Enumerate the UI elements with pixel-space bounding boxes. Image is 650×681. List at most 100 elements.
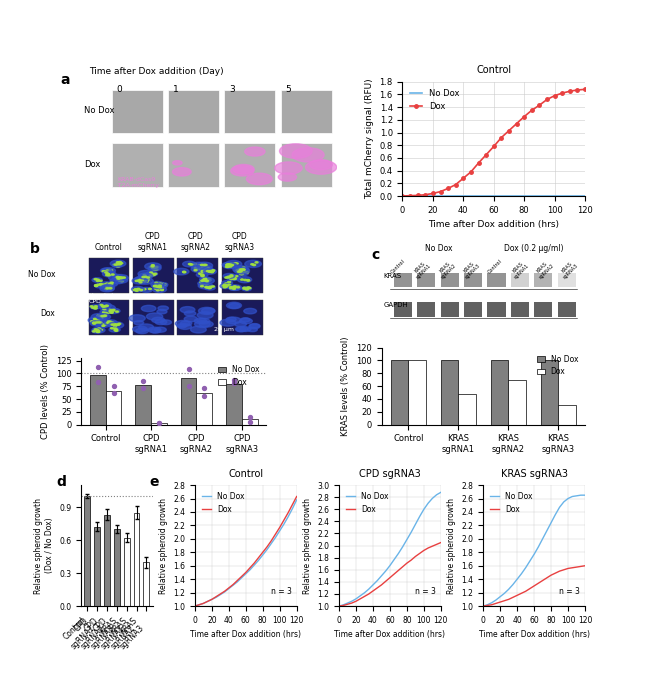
Point (244, 417, 255, 428)
Circle shape (148, 327, 161, 333)
Dox (339, 601, 347, 609)
Legend: No Dox, Dox: No Dox, Dox (215, 362, 263, 390)
Circle shape (179, 324, 192, 330)
Circle shape (98, 328, 100, 330)
Dox (361, 592, 369, 601)
No Dox (556, 503, 564, 511)
Dox (255, 554, 263, 562)
Circle shape (205, 269, 208, 270)
Bar (90, 375, 105, 424)
No Dox (267, 539, 275, 548)
Circle shape (101, 315, 104, 317)
Circle shape (108, 308, 120, 313)
Point (199, 383, 209, 394)
Dox (526, 584, 534, 592)
Dox (267, 537, 275, 545)
Circle shape (107, 270, 110, 272)
Circle shape (229, 304, 240, 308)
Circle shape (107, 321, 110, 322)
Y-axis label: KRAS levels (% Control): KRAS levels (% Control) (341, 336, 350, 436)
Circle shape (205, 270, 208, 271)
Circle shape (202, 283, 205, 284)
Circle shape (97, 331, 99, 332)
Circle shape (105, 323, 108, 324)
Circle shape (188, 264, 191, 265)
Circle shape (94, 307, 98, 308)
Circle shape (116, 264, 118, 266)
Circle shape (140, 289, 142, 291)
Circle shape (233, 164, 254, 174)
Circle shape (109, 284, 112, 285)
Circle shape (102, 325, 105, 326)
Dox (259, 548, 266, 556)
Circle shape (151, 281, 164, 287)
Dox (560, 566, 567, 574)
Circle shape (155, 266, 158, 268)
Circle shape (200, 321, 213, 327)
Text: d: d (57, 475, 66, 490)
Circle shape (101, 285, 104, 286)
Circle shape (280, 144, 312, 159)
Circle shape (238, 268, 241, 270)
Circle shape (196, 268, 198, 269)
Circle shape (116, 262, 119, 263)
Circle shape (114, 264, 117, 265)
Circle shape (198, 265, 201, 266)
Dox (573, 563, 580, 571)
No Dox (348, 597, 356, 605)
Circle shape (88, 317, 103, 323)
Circle shape (240, 272, 243, 274)
Circle shape (230, 274, 233, 276)
No Dox (479, 602, 487, 610)
Circle shape (198, 266, 213, 272)
No Dox (208, 595, 216, 603)
FancyBboxPatch shape (534, 302, 552, 317)
Circle shape (120, 277, 123, 279)
Circle shape (205, 279, 209, 280)
No Dox (428, 494, 436, 503)
Point (138, 382, 148, 393)
Circle shape (204, 280, 207, 281)
Circle shape (207, 287, 210, 288)
Circle shape (229, 285, 242, 290)
Title: CPD sgRNA3: CPD sgRNA3 (359, 469, 421, 479)
Point (183, 380, 194, 391)
Circle shape (131, 287, 144, 292)
Circle shape (96, 321, 99, 322)
Dox (444, 185, 452, 193)
Circle shape (194, 267, 197, 268)
FancyBboxPatch shape (177, 300, 218, 334)
Dox (509, 593, 517, 601)
Circle shape (103, 271, 116, 277)
Circle shape (207, 286, 211, 287)
FancyBboxPatch shape (133, 300, 174, 334)
Circle shape (153, 287, 166, 292)
FancyBboxPatch shape (558, 302, 576, 317)
Circle shape (154, 327, 166, 332)
Circle shape (198, 307, 215, 315)
Dox (517, 589, 525, 597)
Point (138, 376, 148, 387)
Circle shape (159, 283, 162, 285)
Circle shape (230, 287, 233, 288)
Circle shape (111, 322, 114, 323)
Circle shape (92, 328, 105, 333)
Text: Control: Control (95, 242, 123, 252)
Circle shape (105, 323, 107, 325)
FancyBboxPatch shape (534, 273, 552, 287)
Bar (541, 360, 558, 424)
Circle shape (155, 288, 157, 289)
Circle shape (98, 321, 101, 323)
Bar (196, 393, 213, 424)
Circle shape (112, 309, 115, 311)
No Dox (352, 595, 360, 603)
FancyBboxPatch shape (511, 302, 529, 317)
Dox (292, 492, 300, 501)
Circle shape (224, 283, 227, 285)
Circle shape (246, 289, 248, 290)
Circle shape (162, 283, 164, 285)
Dox (220, 587, 228, 595)
Circle shape (207, 270, 209, 272)
No Dox (433, 491, 441, 499)
Circle shape (195, 268, 198, 269)
